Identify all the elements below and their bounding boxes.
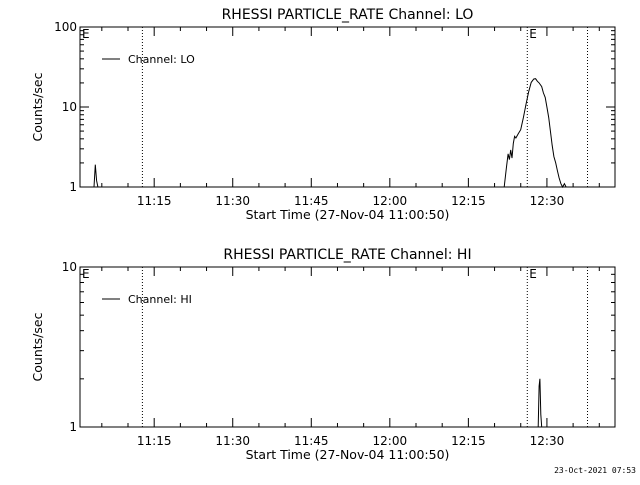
series-line-segment bbox=[93, 164, 99, 188]
x-tick-label: 11:15 bbox=[137, 434, 172, 448]
y-tick-label: 100 bbox=[54, 20, 77, 34]
chart-panel-1: RHESSI PARTICLE_RATE Channel: LO 11:15 11:… bbox=[30, 7, 616, 222]
x-tick-label: 12:15 bbox=[451, 194, 486, 208]
x-tick-label: 12:30 bbox=[530, 194, 565, 208]
x-tick-label: 12:00 bbox=[373, 434, 408, 448]
chart-title: RHESSI PARTICLE_RATE Channel: LO bbox=[222, 7, 474, 23]
chart-title: RHESSI PARTICLE_RATE Channel: HI bbox=[223, 247, 471, 263]
x-tick-label: 11:45 bbox=[294, 434, 329, 448]
y-tick-label: 1 bbox=[69, 180, 77, 194]
legend-label: Channel: LO bbox=[128, 53, 195, 66]
event-marker-label: E bbox=[529, 267, 537, 281]
x-tick-label: 11:30 bbox=[215, 434, 250, 448]
x-tick-label: 12:15 bbox=[451, 434, 486, 448]
x-tick-label: 11:30 bbox=[215, 194, 250, 208]
x-tick-label: 11:45 bbox=[294, 194, 329, 208]
series-line-segment bbox=[537, 378, 543, 428]
series-line-segment bbox=[503, 78, 567, 189]
footer-timestamp: 23-Oct-2021 07:53 bbox=[554, 466, 636, 475]
y-tick-label: 10 bbox=[62, 100, 77, 114]
x-axis-label: Start Time (27-Nov-04 11:00:50) bbox=[246, 447, 450, 462]
plot-frame bbox=[79, 26, 616, 188]
y-axis-label: Counts/sec bbox=[30, 312, 45, 381]
plot-frame bbox=[79, 266, 616, 428]
x-tick-label: 11:15 bbox=[137, 194, 172, 208]
x-axis-label: Start Time (27-Nov-04 11:00:50) bbox=[246, 207, 450, 222]
y-tick-label: 1 bbox=[69, 420, 77, 434]
event-marker-label: E bbox=[82, 267, 90, 281]
legend-label: Channel: HI bbox=[128, 293, 192, 306]
x-tick-label: 12:30 bbox=[530, 434, 565, 448]
y-tick-label: 10 bbox=[62, 260, 77, 274]
event-marker-label: E bbox=[529, 27, 537, 41]
chart-panel-2: RHESSI PARTICLE_RATE Channel: HI 11:15 11:… bbox=[30, 247, 616, 462]
event-marker-label: E bbox=[82, 27, 90, 41]
x-tick-label: 12:00 bbox=[373, 194, 408, 208]
y-axis-label: Counts/sec bbox=[30, 72, 45, 141]
